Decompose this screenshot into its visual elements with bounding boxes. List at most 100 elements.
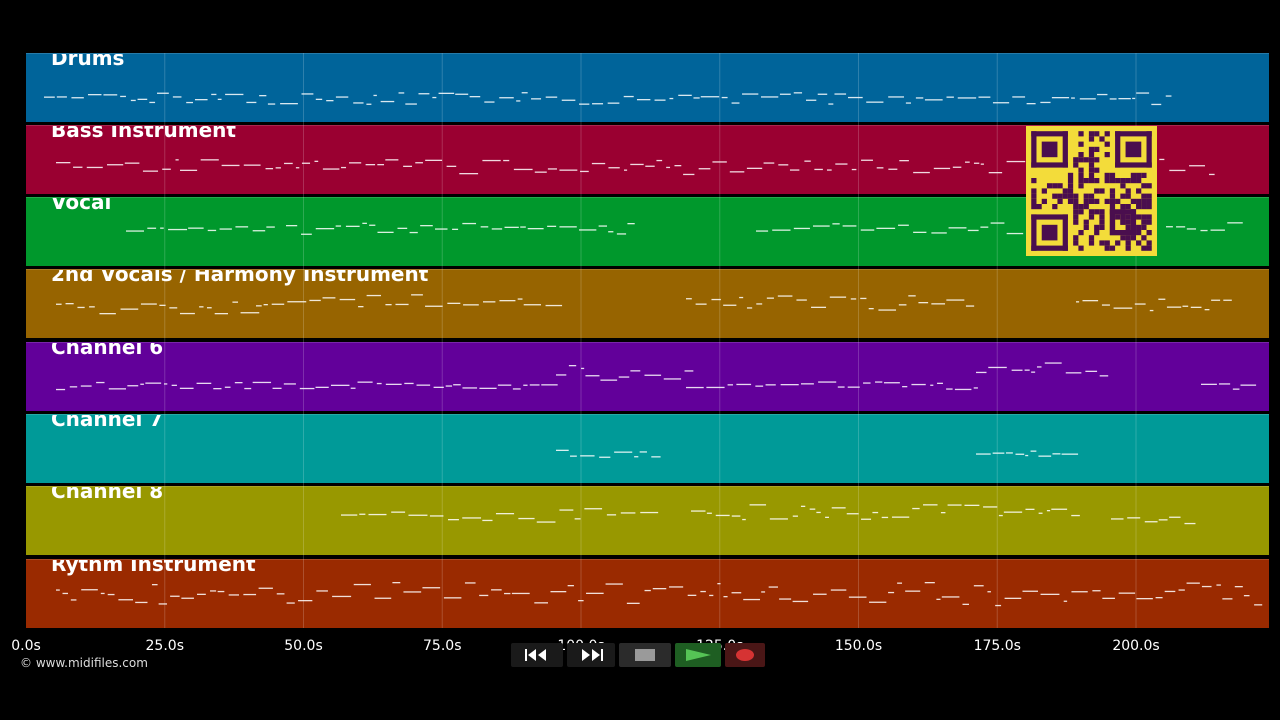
note: [816, 511, 821, 514]
note: [905, 102, 911, 104]
note: [742, 93, 759, 95]
note: [1204, 309, 1210, 311]
note: [422, 587, 441, 589]
note: [847, 386, 860, 388]
note: [686, 386, 704, 389]
note: [863, 382, 871, 384]
note: [322, 297, 336, 299]
track-label-bass-instrument: Bass Instrument: [51, 125, 236, 142]
qr-module: [1109, 209, 1137, 215]
note: [875, 381, 883, 383]
note: [947, 504, 962, 506]
qr-module: [1125, 193, 1131, 199]
note: [420, 225, 433, 227]
note: [438, 92, 455, 94]
qr-module: [1078, 209, 1084, 215]
note: [180, 169, 198, 171]
note: [1051, 508, 1068, 510]
note: [483, 301, 496, 303]
qr-module: [1088, 209, 1095, 215]
play-button[interactable]: [675, 643, 721, 667]
track-rythm-instrument[interactable]: Rythm Instrument: [26, 559, 1269, 628]
qr-module: [1088, 235, 1095, 241]
note: [448, 519, 459, 521]
note: [876, 227, 896, 229]
note: [656, 159, 663, 162]
qr-module: [1036, 204, 1042, 210]
qr-module: [1083, 198, 1089, 204]
note: [811, 306, 827, 308]
track-label-drums: Drums: [51, 53, 125, 70]
note: [339, 298, 356, 301]
note: [463, 304, 479, 306]
qr-module: [1062, 193, 1068, 199]
note: [683, 173, 695, 176]
qr-module: [1041, 188, 1047, 194]
track-2nd-vocals[interactable]: 2nd Vocals / Harmony Instrument: [26, 269, 1269, 338]
note: [335, 225, 342, 227]
track-channel-7[interactable]: Channel 7: [26, 414, 1269, 483]
note: [286, 602, 295, 604]
note: [130, 99, 136, 102]
note: [411, 294, 423, 296]
note: [779, 93, 791, 95]
note: [219, 228, 232, 230]
rewind-icon: [525, 649, 546, 661]
note: [1003, 511, 1023, 513]
qr-module: [1120, 204, 1126, 210]
stop-button[interactable]: [619, 643, 671, 667]
qr-module: [1109, 172, 1116, 178]
note: [341, 514, 358, 516]
qr-module: [1099, 209, 1105, 215]
track-channel-6[interactable]: Channel 6: [26, 342, 1269, 411]
qr-module: [1125, 245, 1131, 251]
note: [480, 226, 489, 228]
record-button[interactable]: [725, 643, 765, 667]
note: [210, 590, 217, 592]
note: [142, 170, 159, 172]
note: [964, 504, 980, 506]
note: [287, 301, 307, 303]
note: [405, 103, 417, 105]
qr-module: [1146, 183, 1152, 189]
note: [1227, 222, 1243, 224]
note: [1101, 304, 1110, 306]
note: [459, 173, 479, 175]
note: [225, 93, 244, 96]
track-channel-8[interactable]: Channel 8: [26, 486, 1269, 555]
qr-module: [1141, 204, 1147, 210]
note: [831, 507, 846, 509]
note: [56, 589, 60, 591]
note: [698, 168, 711, 170]
qr-code-icon[interactable]: [1026, 126, 1157, 256]
note: [888, 591, 895, 594]
note: [135, 601, 148, 604]
fast-forward-button[interactable]: [567, 643, 615, 667]
note: [217, 590, 225, 593]
note-lane: [56, 294, 1232, 315]
track-drums[interactable]: Drums: [26, 53, 1269, 122]
qr-module: [1041, 141, 1058, 158]
qr-module: [1073, 157, 1079, 163]
note: [276, 593, 285, 595]
qr-module: [1136, 172, 1142, 178]
qr-module: [1125, 204, 1131, 210]
qr-module: [1120, 235, 1126, 241]
note: [616, 233, 627, 235]
note: [1243, 595, 1250, 597]
note-lane: [341, 504, 1196, 525]
qr-module: [1088, 152, 1095, 158]
note: [1190, 306, 1202, 308]
note: [1254, 604, 1263, 606]
qr-module: [1146, 131, 1152, 168]
note: [905, 590, 921, 592]
note: [941, 596, 960, 598]
note: [711, 298, 721, 301]
rewind-button[interactable]: [511, 643, 563, 667]
note: [883, 382, 900, 384]
qr-module: [1125, 178, 1131, 184]
note: [56, 162, 71, 164]
qr-module: [1104, 178, 1110, 184]
note: [800, 383, 814, 385]
note: [940, 512, 946, 514]
